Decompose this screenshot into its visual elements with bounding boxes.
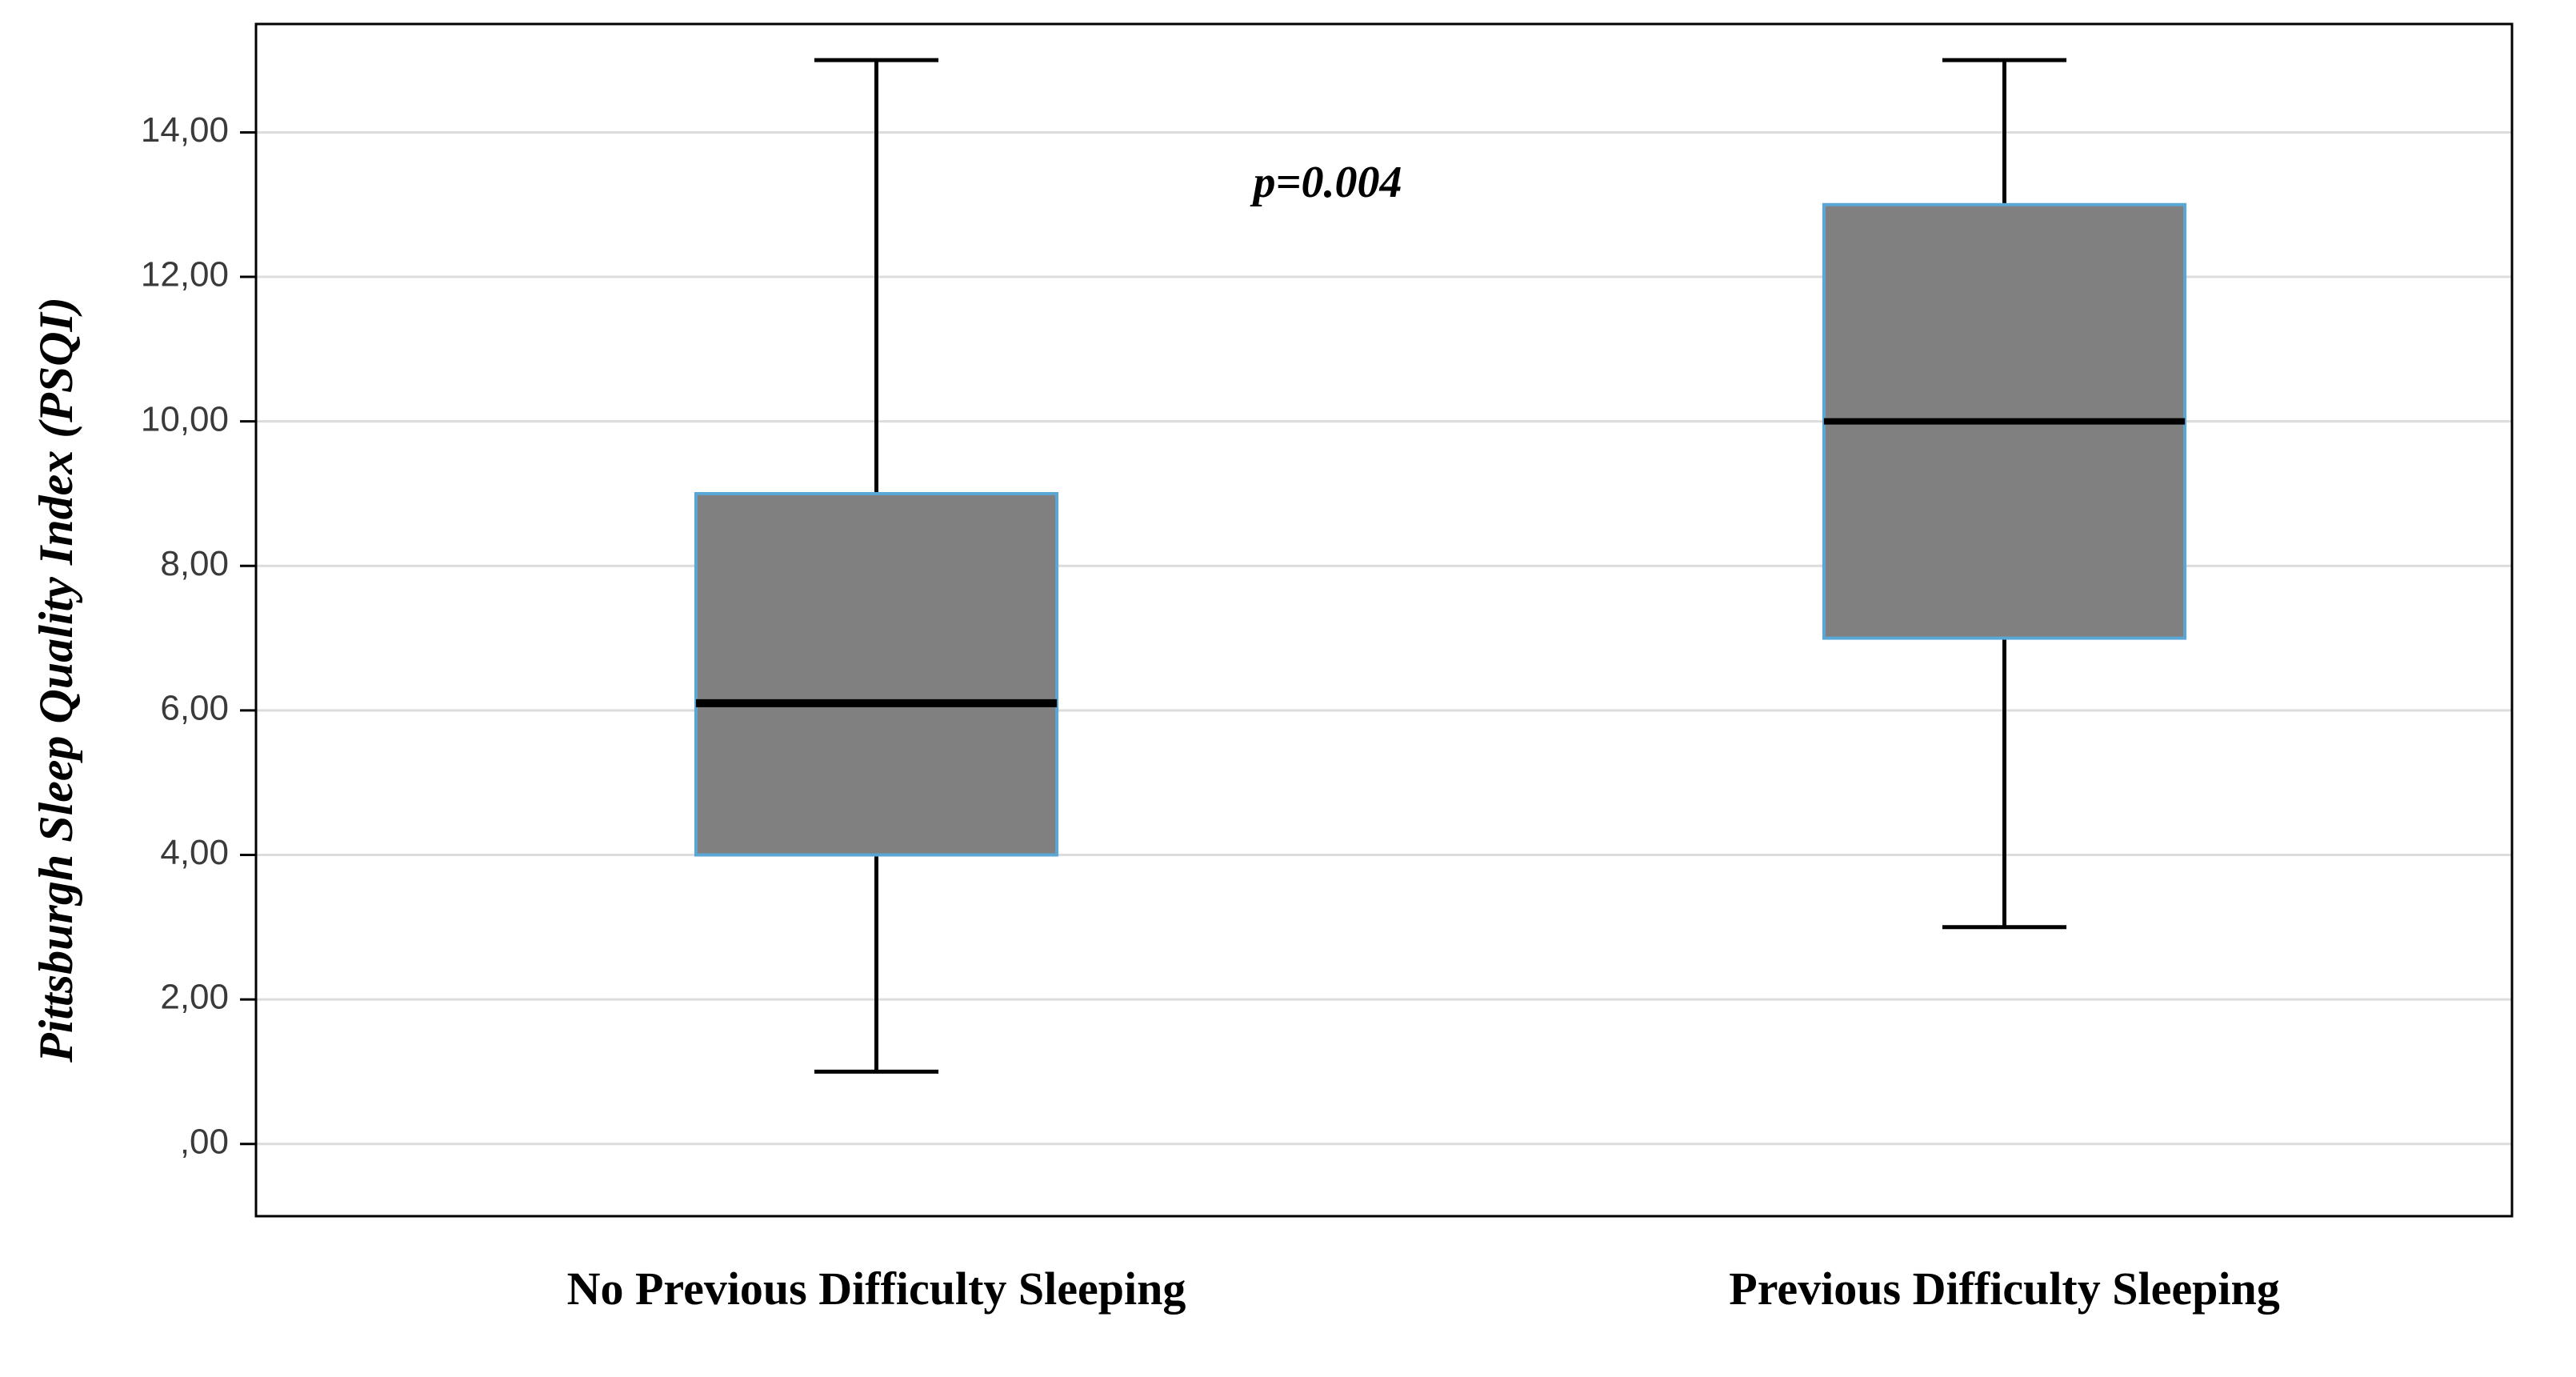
- boxplot-chart: ,00 2,00 4,00 6,00 8,00 10,00 12,00 14,00 p=0.00…: [0, 0, 2576, 1377]
- y-tick-label: 10,00: [141, 399, 229, 438]
- y-tick-label: 12,00: [141, 255, 229, 294]
- y-tick-label: 14,00: [141, 110, 229, 150]
- y-tick-label: ,00: [180, 1122, 229, 1161]
- x-category-label: No Previous Difficulty Sleeping: [567, 1263, 1186, 1315]
- y-tick-label: 6,00: [160, 689, 229, 728]
- iqr-box: [696, 494, 1057, 855]
- p-value-annotation: p=0.004: [1250, 158, 1402, 207]
- y-tick-label: 4,00: [160, 833, 229, 872]
- y-tick-label: 8,00: [160, 544, 229, 583]
- x-category-label: Previous Difficulty Sleeping: [1729, 1263, 2279, 1315]
- y-tick-label: 2,00: [160, 978, 229, 1017]
- y-axis-title: Pittsburgh Sleep Quality Index (PSQI): [30, 297, 82, 1063]
